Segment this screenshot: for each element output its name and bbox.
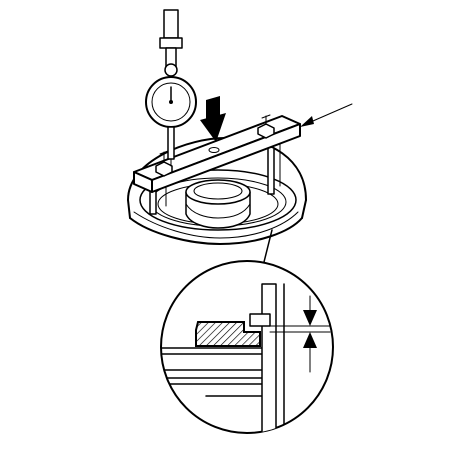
spring-ring-outer (139, 169, 297, 231)
indicator-rod (163, 9, 179, 39)
callout-arrow-icon (300, 103, 353, 127)
piston-boss-top-inner (193, 182, 243, 200)
down-arrow-icon (200, 96, 226, 142)
housing-side-left (127, 199, 131, 219)
housing-assembly (127, 137, 307, 245)
indicator-plunger (167, 126, 175, 160)
detail-tool-leg (261, 283, 277, 433)
tool-nut-right (257, 114, 275, 139)
measurement-arrows-icon (303, 310, 317, 348)
detail-piston-section (195, 321, 261, 347)
tool-leg-right (267, 145, 275, 195)
housing-front-rim (129, 217, 303, 245)
tool-bar-side (151, 123, 301, 193)
housing-side-right (301, 199, 307, 219)
down-arrow-head (200, 113, 226, 142)
down-arrow-shaft (206, 96, 220, 122)
indicator-clamp (159, 37, 183, 49)
detail-contact-block (249, 313, 271, 327)
special-tool-bridge (133, 114, 301, 215)
piston-boss-top (185, 179, 251, 205)
piston-boss-ring (185, 203, 251, 219)
tool-nut-left (155, 150, 173, 177)
dial-indicator-icon (145, 9, 197, 167)
detail-leader-line (263, 229, 273, 263)
indicator-knob (164, 63, 178, 77)
indicator-dial-inner (151, 82, 191, 122)
detail-view (160, 260, 334, 434)
housing-front-rim-inner (133, 211, 299, 239)
tool-bar-hole (208, 147, 220, 153)
